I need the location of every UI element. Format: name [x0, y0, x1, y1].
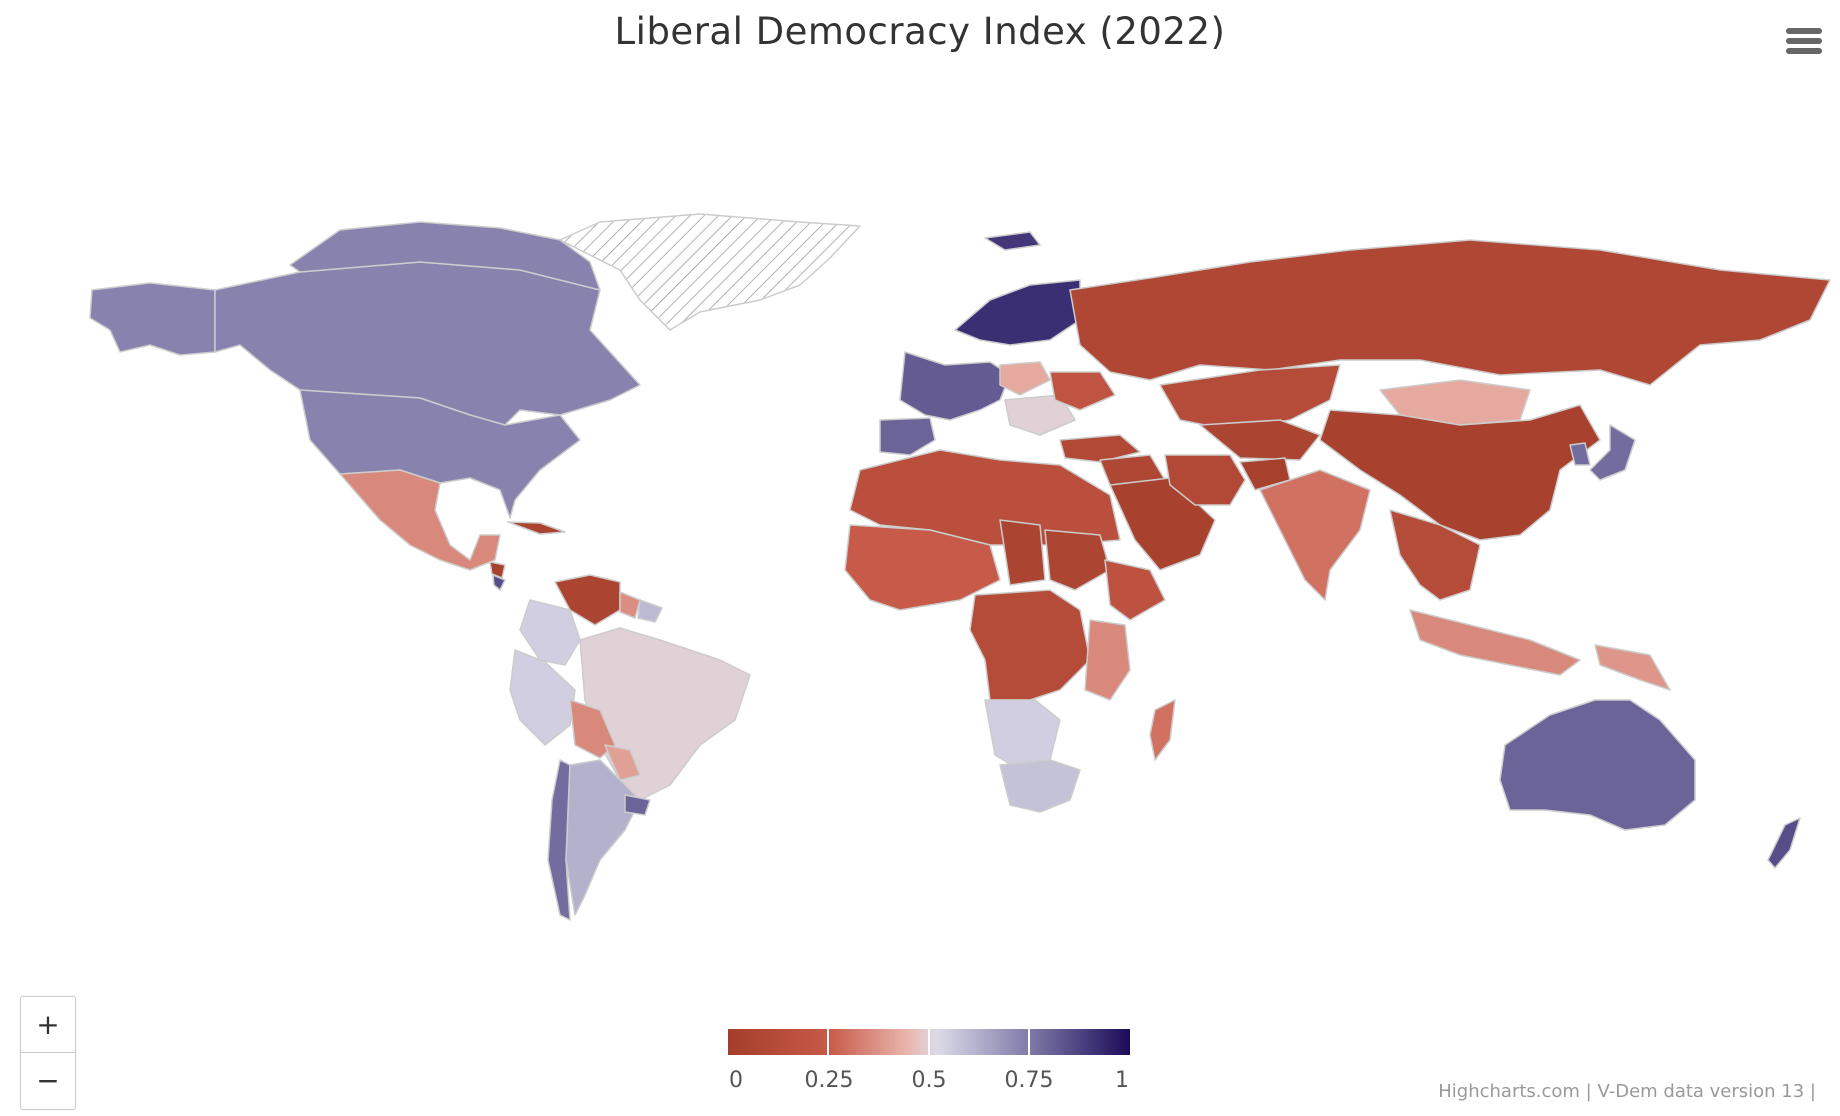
region-poland[interactable]: [999, 361, 1051, 396]
region-mexico[interactable]: [339, 469, 501, 571]
region-ukraine[interactable]: [1049, 371, 1116, 411]
region-scandinavia[interactable]: [954, 279, 1081, 346]
legend-tick: 0.5: [911, 1068, 947, 1093]
region-costa-rica[interactable]: [492, 574, 506, 591]
region-southeast-asia[interactable]: [1389, 509, 1481, 601]
region-paraguay[interactable]: [604, 744, 641, 781]
legend-tick: 0.25: [804, 1068, 854, 1093]
region-australia[interactable]: [1499, 699, 1696, 831]
color-legend: [728, 1029, 1130, 1055]
region-western-europe[interactable]: [899, 351, 1011, 421]
region-kenya-tanzania[interactable]: [1084, 619, 1131, 701]
region-india[interactable]: [1259, 469, 1371, 601]
menu-line: [1786, 48, 1822, 54]
region-central-asia[interactable]: [1199, 419, 1321, 461]
region-iceland[interactable]: [984, 231, 1041, 251]
zoom-out-button[interactable]: −: [21, 1052, 75, 1108]
region-kazakhstan[interactable]: [1159, 364, 1341, 431]
legend-divider: [928, 1029, 930, 1055]
zoom-controls: + −: [20, 996, 76, 1110]
region-balkans[interactable]: [1004, 394, 1076, 436]
world-map[interactable]: [0, 0, 1840, 1000]
region-canadian-arctic[interactable]: [289, 221, 601, 291]
region-central-africa[interactable]: [969, 589, 1091, 701]
region-indonesia[interactable]: [1409, 609, 1581, 676]
region-south-africa[interactable]: [999, 759, 1081, 813]
region-colombia[interactable]: [519, 599, 581, 666]
legend-tick: 0.75: [1004, 1068, 1054, 1093]
region-papua-new-guinea[interactable]: [1594, 644, 1671, 691]
region-iran[interactable]: [1164, 454, 1246, 506]
region-uruguay[interactable]: [624, 794, 651, 816]
region-ethiopia[interactable]: [1104, 559, 1166, 621]
region-peru[interactable]: [509, 649, 576, 746]
legend-tick: 1: [1115, 1068, 1129, 1093]
region-sudan[interactable]: [1044, 529, 1111, 591]
region-madagascar[interactable]: [1149, 699, 1176, 761]
hamburger-menu-icon[interactable]: [1778, 24, 1830, 64]
region-turkey[interactable]: [1059, 434, 1141, 463]
region-russia[interactable]: [1069, 239, 1831, 386]
region-west-africa[interactable]: [844, 524, 1001, 611]
legend-divider: [1028, 1029, 1030, 1055]
region-japan[interactable]: [1589, 424, 1636, 481]
region-korea[interactable]: [1569, 442, 1591, 466]
region-guyana[interactable]: [619, 591, 641, 619]
region-iberia[interactable]: [879, 417, 936, 456]
zoom-in-button[interactable]: +: [36, 1008, 60, 1041]
menu-line: [1786, 38, 1822, 44]
region-greenland[interactable]: [559, 213, 861, 331]
page-title: Liberal Democracy Index (2022): [614, 10, 1226, 53]
region-argentina[interactable]: [565, 759, 641, 916]
credits[interactable]: Highcharts.com | V-Dem data version 13 |: [1438, 1081, 1816, 1102]
region-chad[interactable]: [999, 519, 1046, 586]
legend-tick: 0: [729, 1068, 743, 1093]
region-china[interactable]: [1319, 404, 1601, 541]
region-suriname[interactable]: [637, 599, 663, 623]
region-nicaragua[interactable]: [489, 561, 506, 579]
region-cuba[interactable]: [507, 521, 566, 535]
legend-divider: [827, 1029, 829, 1055]
region-new-zealand[interactable]: [1767, 817, 1801, 869]
menu-line: [1786, 28, 1822, 34]
region-alaska[interactable]: [89, 282, 216, 356]
